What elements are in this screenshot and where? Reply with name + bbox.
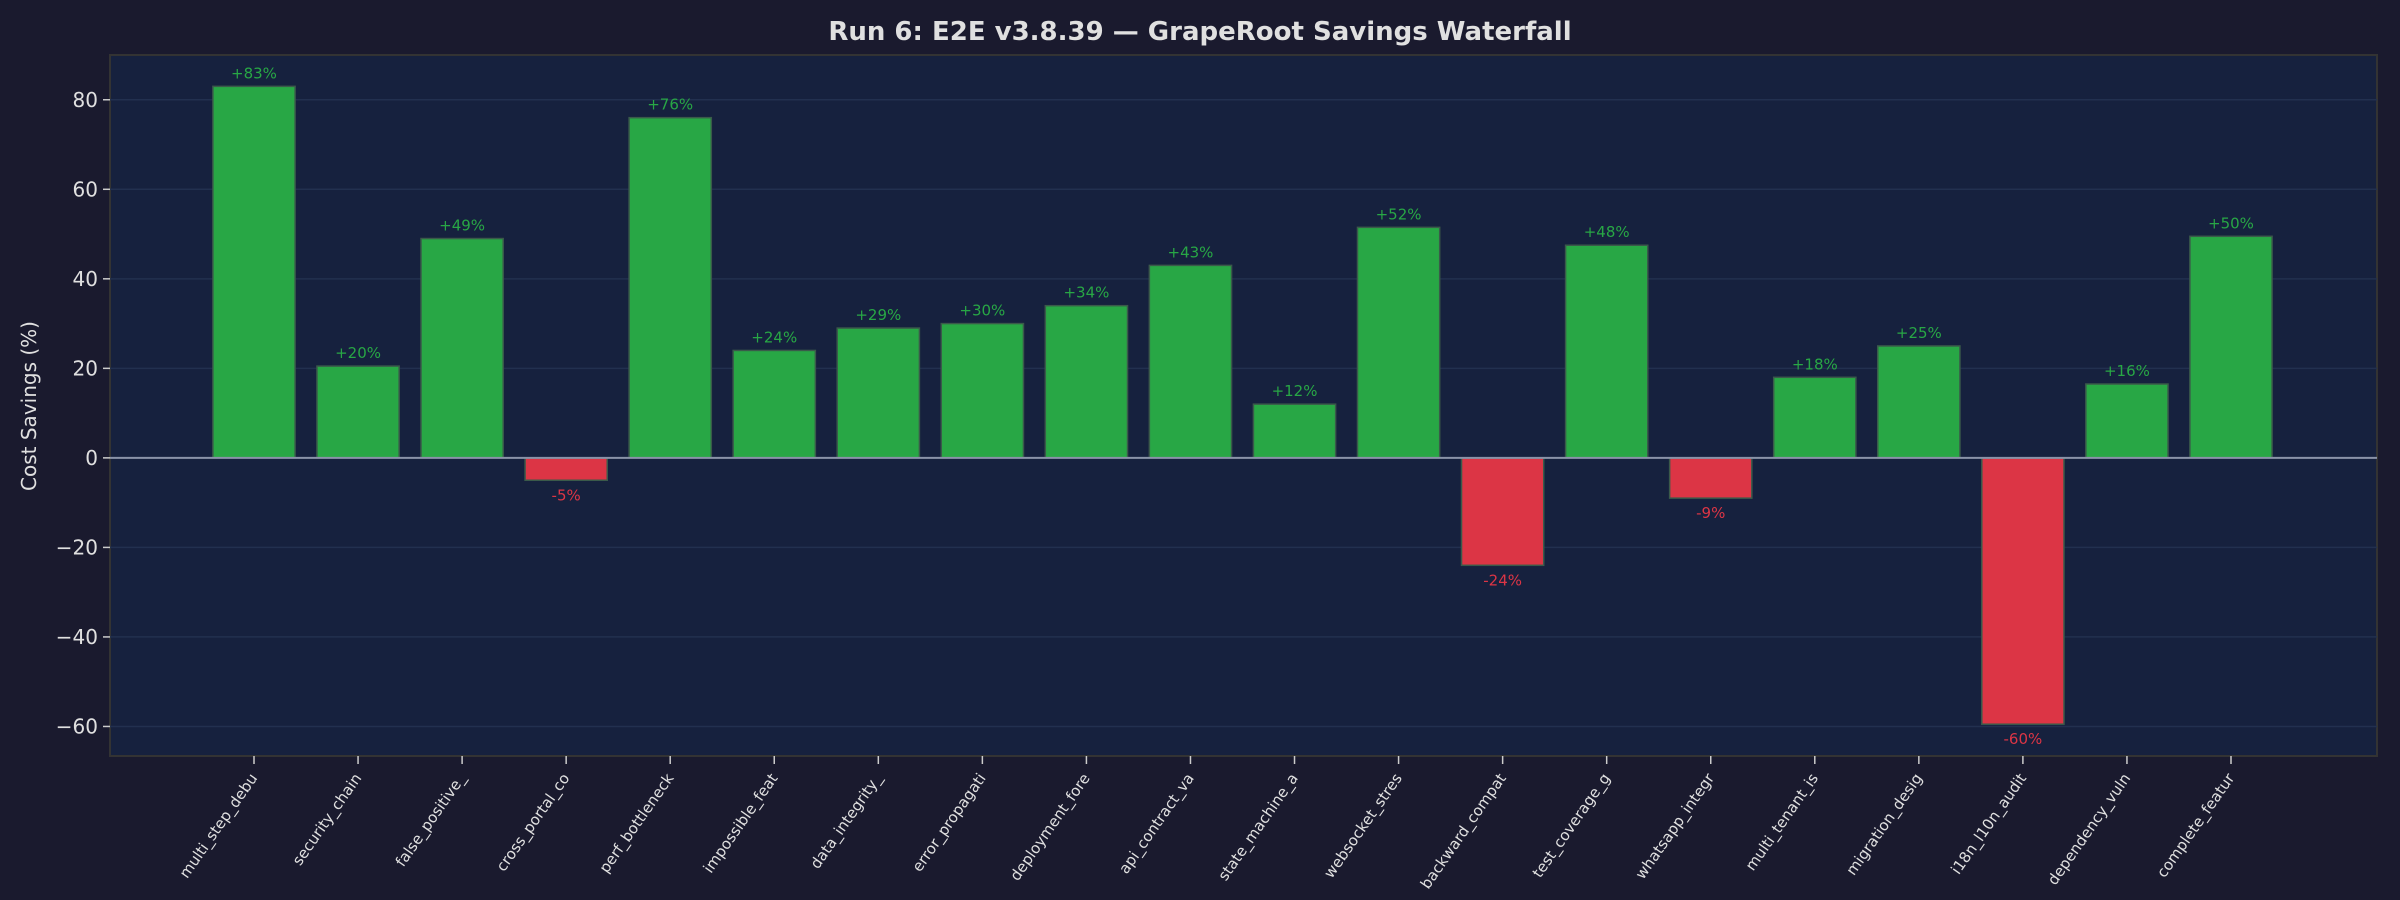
bar-dependency_vuln: [2085, 383, 2169, 459]
bar-deployment_fore: [1044, 304, 1129, 459]
bar-multi_tenant_is: [1772, 376, 1857, 459]
bar-cross_portal_co: [524, 457, 609, 482]
bar-impossible_feat: [732, 349, 817, 459]
y-tick-label: −20: [56, 535, 98, 559]
data-label: +18%: [1792, 355, 1838, 373]
data-label: -60%: [2004, 730, 2043, 748]
bar-perf_bottleneck: [628, 116, 713, 459]
data-label: +20%: [335, 344, 381, 362]
bar-backward_compat: [1460, 457, 1545, 567]
data-label: -9%: [1696, 504, 1725, 522]
bar-error_propagati: [940, 322, 1025, 459]
data-label: +49%: [439, 217, 485, 235]
y-tick-label: 40: [73, 267, 98, 291]
data-label: +83%: [231, 64, 277, 82]
data-label: +12%: [1272, 382, 1318, 400]
y-tick-label: 20: [73, 356, 98, 380]
data-label: +50%: [2208, 214, 2254, 232]
y-axis-label: Cost Savings (%): [17, 321, 41, 491]
y-tick-label: 0: [85, 446, 98, 470]
bar-security_chain: [316, 365, 400, 459]
data-label: +16%: [2104, 362, 2150, 380]
bar-data_integrity_: [836, 327, 921, 459]
data-label: +34%: [1063, 284, 1109, 302]
bar-i18n_l10n_audit: [1981, 457, 2065, 725]
bar-migration_desig: [1876, 345, 1961, 459]
bar-false_positive_: [420, 237, 504, 459]
data-label: +43%: [1168, 243, 1214, 261]
data-label: -5%: [552, 486, 581, 504]
bar-multi_step_debu: [212, 85, 296, 459]
bar-test_coverage_g: [1564, 244, 1649, 459]
y-tick-label: −60: [56, 714, 98, 738]
bar-whatsapp_integr: [1668, 457, 1753, 499]
data-label: +48%: [1584, 223, 1630, 241]
data-label: -24%: [1483, 571, 1522, 589]
data-label: +24%: [751, 328, 797, 346]
y-tick-label: −40: [56, 625, 98, 649]
bar-websocket_stres: [1356, 226, 1441, 459]
bar-state_machine_a: [1252, 403, 1337, 459]
data-label: +30%: [959, 302, 1005, 320]
bar-complete_featur: [2189, 235, 2273, 459]
y-tick-label: 80: [73, 88, 98, 112]
data-label: +25%: [1896, 324, 1942, 342]
data-label: +52%: [1376, 205, 1422, 223]
y-tick-label: 60: [73, 177, 98, 201]
data-label: +29%: [855, 306, 901, 324]
data-label: +76%: [647, 96, 693, 114]
bar-api_contract_va: [1148, 264, 1233, 459]
chart-title: Run 6: E2E v3.8.39 — GrapeRoot Savings W…: [828, 17, 1571, 47]
